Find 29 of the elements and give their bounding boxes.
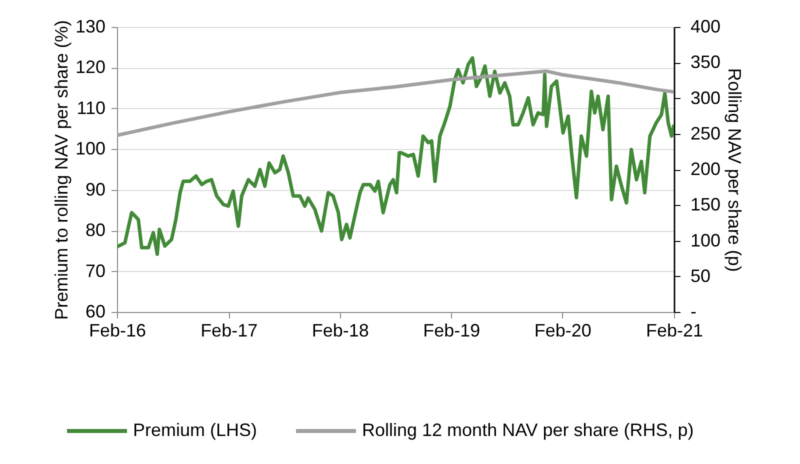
legend-label: Rolling 12 month NAV per share (RHS, p) — [362, 420, 694, 440]
line-series — [117, 56, 674, 256]
y2-axis-title: Rolling NAV per share (p) — [724, 68, 745, 272]
y-tick-label: 130 — [75, 16, 106, 36]
y2-tick-label: 250 — [690, 123, 721, 144]
y-tick-label: 120 — [75, 57, 106, 78]
x-tick-label: Feb-21 — [646, 320, 704, 340]
y2-tick-label: 300 — [690, 88, 721, 108]
y-axis-title: Premium to rolling NAV per share (%) — [51, 20, 72, 320]
x-tick-label: Feb-17 — [200, 320, 258, 340]
y2-tick-label: 200 — [690, 159, 721, 179]
y-tick-label: 60 — [85, 302, 106, 322]
y2-tick-label: 150 — [690, 194, 721, 215]
y2-tick-label: 350 — [690, 52, 721, 72]
x-tick-label: Feb-19 — [423, 320, 480, 340]
y-tick-label: 90 — [85, 179, 106, 200]
x-tick-label: Feb-16 — [88, 320, 146, 340]
y2-tick-label: 100 — [690, 230, 721, 250]
x-tick-label: Feb-18 — [312, 320, 369, 340]
y-tick-label: 80 — [85, 220, 106, 240]
line-series — [117, 69, 674, 138]
y2-tick-label: 400 — [690, 16, 721, 36]
x-tick-label: Feb-20 — [534, 320, 592, 340]
y-tick-label: 100 — [75, 138, 106, 159]
y2-tick-label: - — [690, 302, 696, 322]
y-tick-label: 110 — [76, 98, 106, 118]
y2-tick-label: 50 — [690, 266, 711, 286]
y-tick-label: 70 — [85, 260, 106, 281]
legend-label: Premium (LHS) — [133, 420, 258, 440]
